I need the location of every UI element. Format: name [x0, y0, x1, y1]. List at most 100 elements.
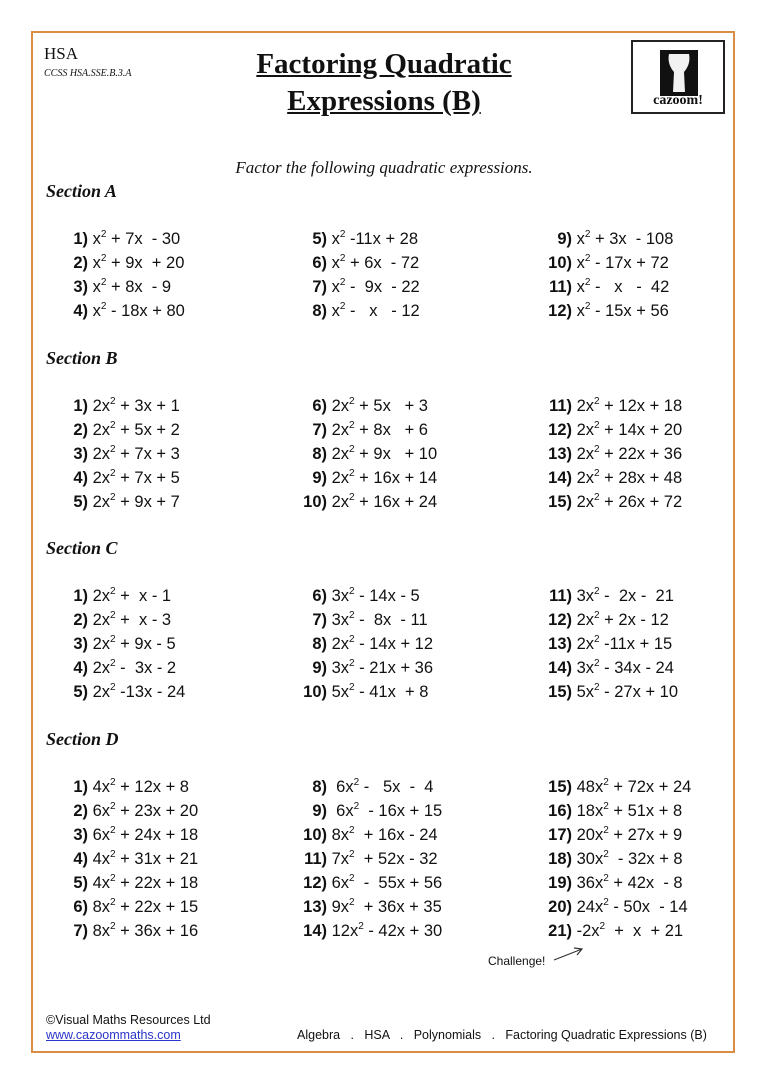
leading-term: 48x: [576, 778, 604, 796]
question-number: 10): [303, 826, 327, 844]
leading-term: 2x: [576, 445, 595, 463]
question: 10) x2 - 17x + 72: [520, 253, 669, 273]
question: 21) -2x2 + x + 21: [520, 921, 683, 941]
remaining-terms: + 16x + 14: [354, 469, 438, 487]
exponent: 2: [603, 897, 609, 908]
remaining-terms: - 21x + 36: [354, 659, 434, 677]
leading-term: 6x: [331, 874, 350, 892]
question-number: 4): [73, 469, 88, 487]
remaining-terms: + 31x + 21: [115, 850, 199, 868]
question-number: 9): [312, 469, 327, 487]
exponent: 2: [584, 301, 591, 312]
question: 5) x2 -11x + 28: [275, 229, 418, 249]
leading-term: 2x: [92, 635, 111, 653]
leading-term: 2x: [331, 397, 350, 415]
remaining-terms: - 42x + 30: [363, 922, 443, 940]
question: 14) 12x2 - 42x + 30: [275, 921, 442, 941]
question-number: 6): [312, 254, 327, 272]
question: 8) 2x2 - 14x + 12: [275, 634, 433, 654]
remaining-terms: + 3x + 1: [115, 397, 180, 415]
leading-term: 2x: [92, 445, 111, 463]
leading-term: x: [92, 230, 101, 248]
remaining-terms: -13x - 24: [115, 683, 186, 701]
question-number: 3): [73, 445, 88, 463]
remaining-terms: + 14x + 20: [599, 421, 683, 439]
leading-term: 2x: [92, 611, 111, 629]
remaining-terms: - 8x - 11: [354, 611, 428, 629]
exponent: 2: [110, 420, 116, 431]
leading-term: 2x: [92, 683, 111, 701]
question: 13) 2x2 + 22x + 36: [520, 444, 682, 464]
exponent: 2: [584, 277, 591, 288]
remaining-terms: + 5x + 3: [354, 397, 428, 415]
question: 14) 3x2 - 34x - 24: [520, 658, 674, 678]
leading-term: 2x: [331, 493, 350, 511]
leading-term: 7x: [331, 850, 350, 868]
remaining-terms: - 14x - 5: [354, 587, 420, 605]
leading-term: 2x: [331, 421, 350, 439]
question-number: 5): [73, 874, 88, 892]
leading-term: 2x: [576, 397, 595, 415]
leading-term: 2x: [92, 397, 111, 415]
remaining-terms: - 14x + 12: [354, 635, 434, 653]
remaining-terms: + x + 21: [605, 922, 684, 940]
question: 3) 2x2 + 9x - 5: [40, 634, 175, 654]
remaining-terms: + 8x - 9: [106, 278, 172, 296]
section-heading: Section D: [46, 729, 119, 749]
question: 20) 24x2 - 50x - 14: [520, 897, 688, 917]
remaining-terms: + 3x - 108: [590, 230, 674, 248]
question: 11) 2x2 + 12x + 18: [520, 396, 682, 416]
drum-icon: [660, 50, 698, 96]
exponent: 2: [110, 873, 116, 884]
leading-term: 8x: [92, 898, 111, 916]
exponent: 2: [603, 777, 609, 788]
exponent: 2: [353, 801, 360, 812]
remaining-terms: + 16x + 24: [354, 493, 438, 511]
standard-label: CCSS HSA.SSE.B.3.A: [44, 68, 132, 79]
remaining-terms: - 17x + 72: [590, 254, 669, 272]
question: 19) 36x2 + 42x - 8: [520, 873, 682, 893]
question-number: 1): [73, 587, 88, 605]
question-number: 15): [548, 683, 572, 701]
question: 9) 6x2 - 16x + 15: [275, 801, 442, 821]
remaining-terms: -11x + 28: [345, 230, 419, 248]
remaining-terms: + 9x + 7: [115, 493, 180, 511]
question: 1) x2 + 7x - 30: [40, 229, 180, 249]
remaining-terms: - 16x + 15: [359, 802, 443, 820]
instructions: Factor the following quadratic expressio…: [235, 158, 533, 177]
leading-term: 5x: [576, 683, 595, 701]
exponent: 2: [339, 253, 346, 264]
question: 6) x2 + 6x - 72: [275, 253, 419, 273]
remaining-terms: + 9x + 20: [106, 254, 185, 272]
exponent: 2: [110, 634, 116, 645]
exponent: 2: [349, 825, 355, 836]
exponent: 2: [349, 420, 355, 431]
exponent: 2: [339, 229, 346, 240]
question: 2) x2 + 9x + 20: [40, 253, 184, 273]
website-link[interactable]: www.cazoommaths.com: [46, 1028, 181, 1042]
exponent: 2: [110, 468, 116, 479]
question: 17) 20x2 + 27x + 9: [520, 825, 682, 845]
question-number: 2): [73, 802, 88, 820]
question-number: 1): [73, 778, 88, 796]
exponent: 2: [110, 610, 116, 621]
exponent: 2: [110, 396, 116, 407]
remaining-terms: + 16x - 24: [354, 826, 438, 844]
page-border: [31, 31, 735, 1053]
leading-term: x: [576, 278, 585, 296]
question: 2) 6x2 + 23x + 20: [40, 801, 198, 821]
exponent: 2: [594, 396, 600, 407]
question-number: 3): [73, 635, 88, 653]
leading-term: 2x: [331, 635, 350, 653]
exponent: 2: [349, 873, 355, 884]
question-number: 10): [303, 683, 327, 701]
exponent: 2: [110, 897, 116, 908]
question: 11) x2 - x - 42: [520, 277, 669, 297]
remaining-terms: + 26x + 72: [599, 493, 683, 511]
exponent: 2: [349, 444, 355, 455]
remaining-terms: + 22x + 36: [599, 445, 683, 463]
question-number: 4): [73, 659, 88, 677]
leading-term: 2x: [92, 421, 111, 439]
question-number: 11): [549, 397, 572, 415]
remaining-terms: + 23x + 20: [115, 802, 199, 820]
